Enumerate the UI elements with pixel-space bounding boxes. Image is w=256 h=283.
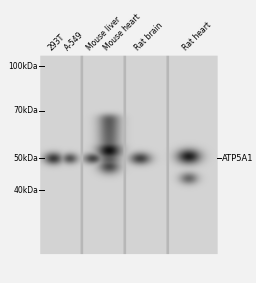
- Text: Rat heart: Rat heart: [181, 20, 213, 52]
- Text: A-549: A-549: [63, 30, 85, 52]
- Text: ATP5A1: ATP5A1: [222, 154, 253, 163]
- Text: 70kDa: 70kDa: [13, 106, 38, 115]
- Text: 293T: 293T: [46, 32, 66, 52]
- Text: Rat brain: Rat brain: [133, 21, 164, 52]
- Text: 100kDa: 100kDa: [8, 61, 38, 70]
- Text: 50kDa: 50kDa: [13, 154, 38, 163]
- Text: 40kDa: 40kDa: [13, 186, 38, 194]
- Text: Mouse heart: Mouse heart: [102, 12, 142, 52]
- Text: Mouse liver: Mouse liver: [86, 15, 123, 52]
